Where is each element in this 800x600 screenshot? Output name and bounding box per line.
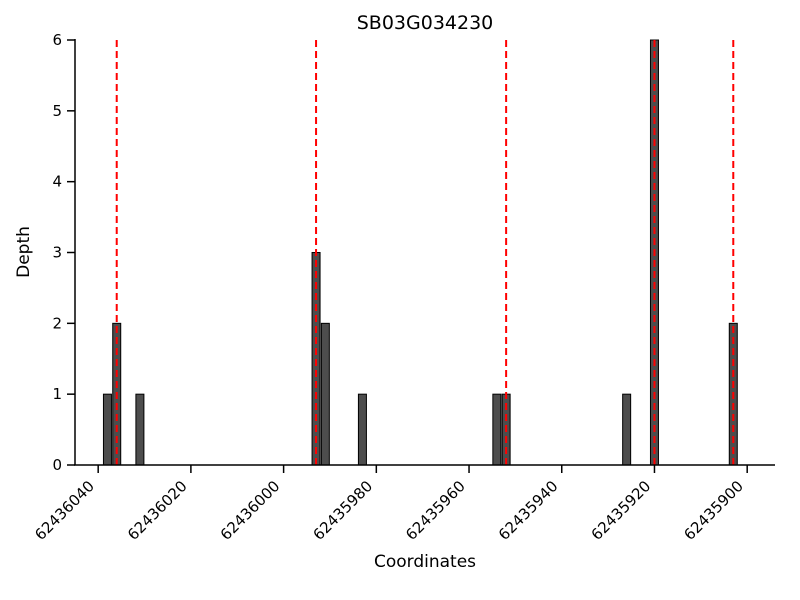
- y-tick-label: 2: [52, 314, 62, 332]
- y-tick-label: 0: [52, 456, 62, 474]
- x-tick-label: 62436020: [124, 477, 191, 544]
- x-tick-label: 62436040: [31, 477, 98, 544]
- y-tick-label: 6: [52, 31, 62, 49]
- x-tick-label: 62436000: [217, 477, 284, 544]
- chart-title: SB03G034230: [356, 12, 494, 34]
- y-tick-label: 4: [52, 173, 62, 191]
- depth-bar: [135, 393, 145, 466]
- depth-bar: [102, 393, 112, 466]
- x-tick-label: 62435980: [309, 477, 376, 544]
- x-tick-label: 62435960: [402, 477, 469, 544]
- x-axis-label: Coordinates: [373, 552, 477, 572]
- x-tick-label: 62435900: [680, 477, 747, 544]
- x-tick-label: 62435920: [588, 477, 655, 544]
- depth-bar: [320, 322, 330, 466]
- depth-bar: [357, 393, 367, 466]
- y-axis-label: Depth: [14, 226, 34, 278]
- y-tick-label: 5: [52, 102, 62, 120]
- y-tick-label: 3: [52, 244, 62, 262]
- x-tick-label: 62435940: [495, 477, 562, 544]
- depth-bar: [622, 393, 632, 466]
- y-tick-label: 1: [52, 385, 62, 403]
- depth-bar: [492, 393, 502, 466]
